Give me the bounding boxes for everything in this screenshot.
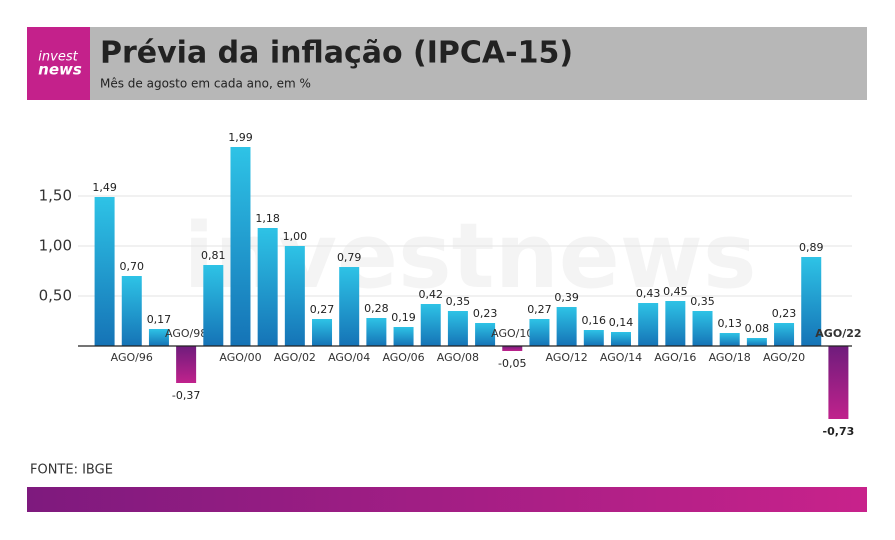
value-label: 1,49 [92, 181, 117, 194]
value-label: 0,27 [527, 303, 552, 316]
bar [692, 311, 713, 346]
x-tick-label: AGO/02 [274, 351, 316, 364]
source: FONTE: IBGE [30, 463, 113, 478]
value-label: 1,18 [255, 212, 280, 225]
x-tick-label: AGO/22 [815, 327, 861, 340]
x-tick-label: AGO/96 [111, 351, 153, 364]
bar [502, 346, 523, 351]
value-label: 0,23 [473, 307, 498, 320]
value-label: 0,89 [799, 241, 824, 254]
bar [719, 333, 740, 346]
value-label: 0,17 [147, 313, 172, 326]
value-label: 0,14 [609, 316, 634, 329]
value-label: 0,28 [364, 302, 389, 315]
bar [257, 228, 278, 346]
value-label: 0,35 [690, 295, 715, 308]
bar [801, 257, 822, 346]
bar [339, 267, 360, 346]
bar [583, 330, 604, 346]
bar [312, 319, 333, 346]
bar [121, 276, 142, 346]
value-label: -0,73 [823, 425, 855, 438]
x-tick-label: AGO/08 [437, 351, 479, 364]
y-tick-label: 0,50 [39, 287, 72, 305]
bar [176, 346, 197, 383]
bar [420, 304, 441, 346]
x-tick-label: AGO/12 [546, 351, 588, 364]
value-label: 0,23 [772, 307, 797, 320]
value-label: 0,16 [582, 314, 607, 327]
bar [393, 327, 414, 346]
chart-subtitle: Mês de agosto em cada ano, em % [100, 77, 311, 91]
bar [828, 346, 849, 419]
bar [638, 303, 659, 346]
x-tick-label: AGO/16 [654, 351, 696, 364]
value-label: 0,35 [446, 295, 471, 308]
value-label: 0,43 [636, 287, 661, 300]
bar [746, 338, 767, 346]
x-tick-label: AGO/04 [328, 351, 370, 364]
bar [475, 323, 496, 346]
bar [203, 265, 224, 346]
value-label: 0,70 [120, 260, 145, 273]
x-tick-label: AGO/10 [491, 327, 533, 340]
value-label: -0,05 [498, 357, 526, 370]
footer-band [27, 487, 867, 512]
bar [447, 311, 468, 346]
logo-box [27, 27, 90, 100]
x-tick-label: AGO/20 [763, 351, 805, 364]
value-label: 0,81 [201, 249, 226, 262]
logo-top: invest [38, 50, 78, 65]
logo-bottom: news [38, 61, 82, 79]
y-tick-label: 1,00 [39, 237, 72, 255]
bar [148, 329, 169, 346]
bar [366, 318, 387, 346]
value-label: 0,42 [418, 288, 443, 301]
value-label: 0,19 [391, 311, 416, 324]
value-label: 1,00 [283, 230, 308, 243]
bar [774, 323, 795, 346]
value-label: 1,99 [228, 131, 253, 144]
bar [665, 301, 686, 346]
chart-title: Prévia da inflação (IPCA-15) [100, 36, 573, 71]
x-tick-label: AGO/06 [382, 351, 424, 364]
value-label: -0,37 [172, 389, 200, 402]
bar [556, 307, 577, 346]
x-tick-label: AGO/98 [165, 327, 207, 340]
header-band [27, 27, 867, 100]
x-tick-label: AGO/18 [709, 351, 751, 364]
y-tick-label: 1,50 [39, 187, 72, 205]
value-label: 0,79 [337, 251, 362, 264]
bar [230, 147, 251, 346]
x-tick-label: AGO/00 [219, 351, 261, 364]
bar [284, 246, 305, 346]
value-label: 0,39 [554, 291, 579, 304]
value-label: 0,08 [745, 322, 770, 335]
value-label: 0,13 [717, 317, 742, 330]
bar [610, 332, 631, 346]
x-tick-label: AGO/14 [600, 351, 642, 364]
bar [94, 197, 115, 346]
value-label: 0,45 [663, 285, 688, 298]
value-label: 0,27 [310, 303, 335, 316]
bar [529, 319, 550, 346]
